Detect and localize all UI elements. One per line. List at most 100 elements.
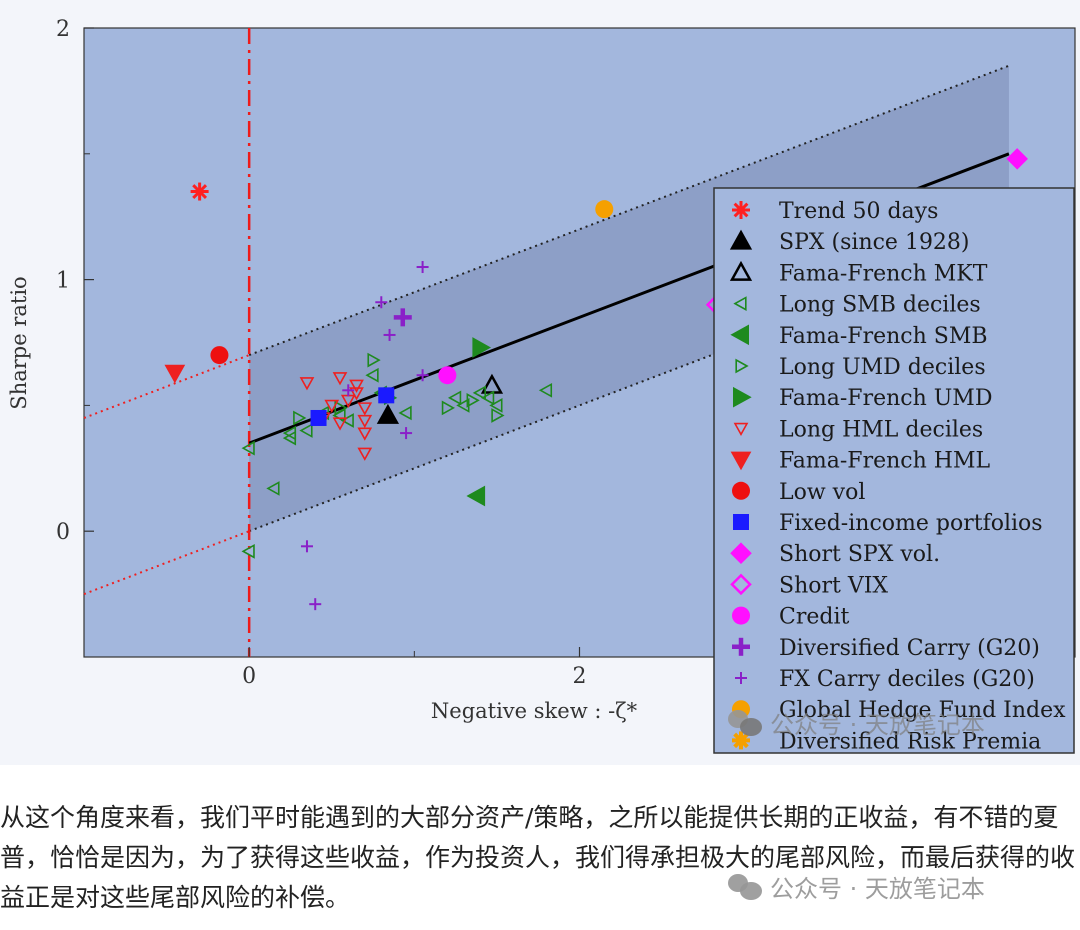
data-point: [282, 425, 297, 441]
data-point-shape: [595, 200, 614, 219]
x-axis-label: Negative skew : -ζ*: [431, 699, 638, 723]
data-point-shape: [472, 337, 492, 358]
legend-marker-shape: [732, 386, 752, 408]
legend-marker: [730, 324, 750, 346]
watermark-text: 公众号 · 天放笔记本: [770, 875, 985, 903]
data-point: [481, 390, 495, 406]
data-point: [349, 379, 364, 393]
legend-label: Global Hedge Fund Index: [779, 698, 1066, 723]
data-point-shape: [241, 440, 255, 456]
legend-box: [713, 187, 1075, 754]
data-point-shape: [164, 364, 186, 384]
data-point: [491, 408, 505, 423]
data-point: [241, 543, 255, 559]
legend-marker-shape: [730, 542, 752, 564]
legend-marker: [733, 514, 749, 530]
data-point: [357, 402, 373, 416]
data-point-shape: [241, 543, 255, 559]
legend-label: Short SPX vol.: [779, 542, 940, 567]
data-point-shape: [357, 402, 373, 416]
data-point: [332, 372, 348, 386]
article-paragraph: 从这个角度来看，我们平时能遇到的大部分资产/策略，之所以能提供长期的正收益，有不…: [0, 803, 1076, 912]
data-point-shape: [447, 390, 462, 406]
data-point: [164, 364, 186, 384]
data-point-shape: [472, 385, 487, 401]
data-point-shape: [266, 481, 280, 496]
legend-marker: [730, 542, 752, 564]
data-point: [398, 405, 412, 421]
data-point-shape: [299, 423, 313, 438]
data-point-shape: [282, 425, 297, 441]
x-tick-label: 2: [573, 664, 587, 689]
data-point: [595, 200, 614, 219]
data-point-shape: [438, 366, 457, 385]
legend-label: Fama-French UMD: [779, 386, 992, 411]
data-point-shape: [466, 485, 486, 507]
data-point-shape: [324, 399, 340, 414]
legend-label: Low vol: [779, 480, 865, 505]
data-point: [266, 481, 280, 496]
legend-marker-shape: [730, 451, 752, 471]
legend-marker: [732, 386, 752, 408]
legend-label: FX Carry deciles (G20): [779, 667, 1035, 692]
data-point-shape: [365, 367, 379, 383]
data-point: [538, 382, 553, 398]
data-point: [393, 308, 412, 327]
data-point: [299, 377, 315, 391]
data-point-shape: [357, 447, 373, 461]
data-point-shape: [340, 413, 354, 428]
legend-label: Diversified Risk Premia: [779, 729, 1041, 754]
legend-label: SPX (since 1928): [779, 230, 970, 255]
x-tick-label: 0: [242, 664, 256, 689]
data-point: [309, 598, 322, 611]
legend-marker: [735, 672, 747, 684]
data-point: [438, 366, 457, 385]
data-point: [375, 296, 388, 309]
legend-marker: [735, 358, 749, 374]
legend-marker-shape: [733, 296, 747, 311]
legend-marker-shape: [729, 260, 753, 281]
data-point: [400, 427, 413, 440]
data-point-shape: [299, 377, 315, 391]
data-point: [447, 390, 462, 406]
data-point: [324, 399, 340, 414]
data-point-shape: [357, 427, 373, 441]
data-point-shape: [378, 387, 395, 404]
legend-label: Credit: [779, 605, 849, 630]
data-point: [472, 337, 492, 358]
data-point: [310, 409, 327, 426]
data-point: [383, 328, 396, 341]
legend-marker-shape: [733, 422, 749, 437]
data-point-shape: [376, 403, 400, 424]
legend-label: Fixed-income portfolios: [779, 511, 1043, 536]
data-point-shape: [441, 400, 456, 416]
legend-marker-shape: [732, 481, 750, 500]
legend-label: Long SMB deciles: [779, 293, 981, 318]
data-point-shape: [192, 184, 208, 199]
data-point: [332, 417, 348, 431]
data-point-shape: [349, 379, 364, 393]
legend-marker-shape: [733, 202, 749, 218]
legend-marker: [733, 296, 747, 311]
data-point: [466, 393, 480, 408]
data-point: [349, 387, 364, 401]
legend-marker: [732, 637, 750, 656]
data-point-shape: [481, 390, 495, 406]
data-point-shape: [466, 393, 480, 408]
data-point: [210, 346, 229, 365]
data-point: [190, 182, 209, 201]
data-point-shape: [293, 410, 307, 426]
data-point-shape: [332, 417, 348, 431]
data-point: [342, 384, 355, 397]
legend-label: Fama-French SMB: [779, 324, 988, 349]
legend-label: Long UMD deciles: [779, 355, 986, 380]
data-point: [293, 410, 307, 426]
data-point: [489, 398, 503, 413]
data-point-shape: [310, 409, 327, 426]
legend-marker: [732, 201, 750, 219]
legend-label: Diversified Carry (G20): [779, 636, 1040, 661]
watermark-text: 公众号 · 天放笔记本: [770, 711, 985, 739]
legend-marker: [732, 481, 750, 500]
y-tick-label: 2: [56, 17, 70, 42]
legend-marker: [732, 731, 750, 750]
